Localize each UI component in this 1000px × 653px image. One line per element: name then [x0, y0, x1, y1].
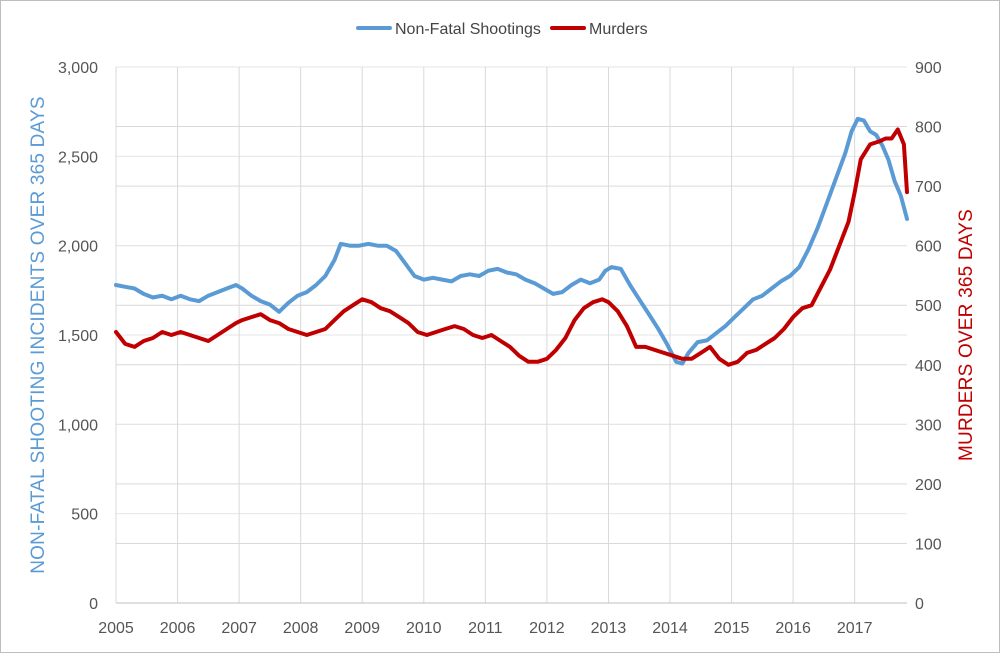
legend-label-non-fatal-shootings: Non-Fatal Shootings: [395, 21, 541, 38]
y-left-tick-label: 1,500: [58, 328, 98, 345]
series-lines: [114, 116, 909, 367]
x-tick-label: 2017: [837, 620, 873, 637]
series-line-murders: [114, 127, 909, 367]
legend-label-murders: Murders: [589, 21, 648, 38]
y-right-tick-label: 600: [915, 239, 942, 256]
y-right-tick-label: 200: [915, 477, 942, 494]
y-left-axis-title: NON-FATAL SHOOTING INCIDENTS OVER 365 DA…: [28, 96, 49, 574]
x-tick-label: 2005: [98, 620, 134, 637]
y-right-tick-label: 800: [915, 120, 942, 137]
y-right-tick-label: 300: [915, 417, 942, 434]
gridlines: [115, 66, 907, 603]
x-tick-label: 2009: [344, 620, 380, 637]
x-tick-label: 2011: [468, 620, 503, 637]
y-right-tick-label: 900: [915, 60, 942, 77]
x-tick-labels: 2005 2006 2007 2008 2009 2010 2011 2012 2013 2014…: [98, 620, 872, 637]
y-right-tick-label: 700: [915, 179, 942, 196]
x-tick-label: 2014: [652, 620, 688, 637]
y-right-tick-labels: 0 100 200 300 400 500 600 700 800 900: [915, 60, 942, 613]
x-tick-label: 2008: [283, 620, 319, 637]
series-line-non-fatal-shootings: [114, 116, 909, 366]
y-right-tick-label: 0: [915, 596, 924, 613]
x-tick-label: 2015: [714, 620, 750, 637]
y-right-tick-label: 500: [915, 298, 942, 315]
x-tick-label: 2010: [406, 620, 442, 637]
x-tick-label: 2013: [591, 620, 627, 637]
x-tick-label: 2012: [529, 620, 565, 637]
y-right-axis-title: MURDERS OVER 365 DAYS: [956, 209, 977, 461]
x-tick-label: 2016: [775, 620, 811, 637]
y-left-tick-label: 0: [89, 596, 98, 613]
y-left-tick-label: 2,500: [58, 149, 98, 166]
y-right-tick-label: 100: [915, 536, 942, 553]
x-tick-label: 2007: [221, 620, 257, 637]
y-left-tick-label: 500: [71, 507, 98, 524]
y-left-tick-label: 3,000: [58, 60, 98, 77]
y-left-tick-label: 2,000: [58, 239, 98, 256]
y-right-tick-label: 400: [915, 358, 942, 375]
x-tick-label: 2006: [160, 620, 196, 637]
y-left-tick-labels: 0 500 1,000 1,500 2,000 2,500 3,000: [58, 60, 98, 613]
legend: Non-Fatal Shootings Murders: [356, 21, 648, 38]
y-left-tick-label: 1,000: [58, 417, 98, 434]
